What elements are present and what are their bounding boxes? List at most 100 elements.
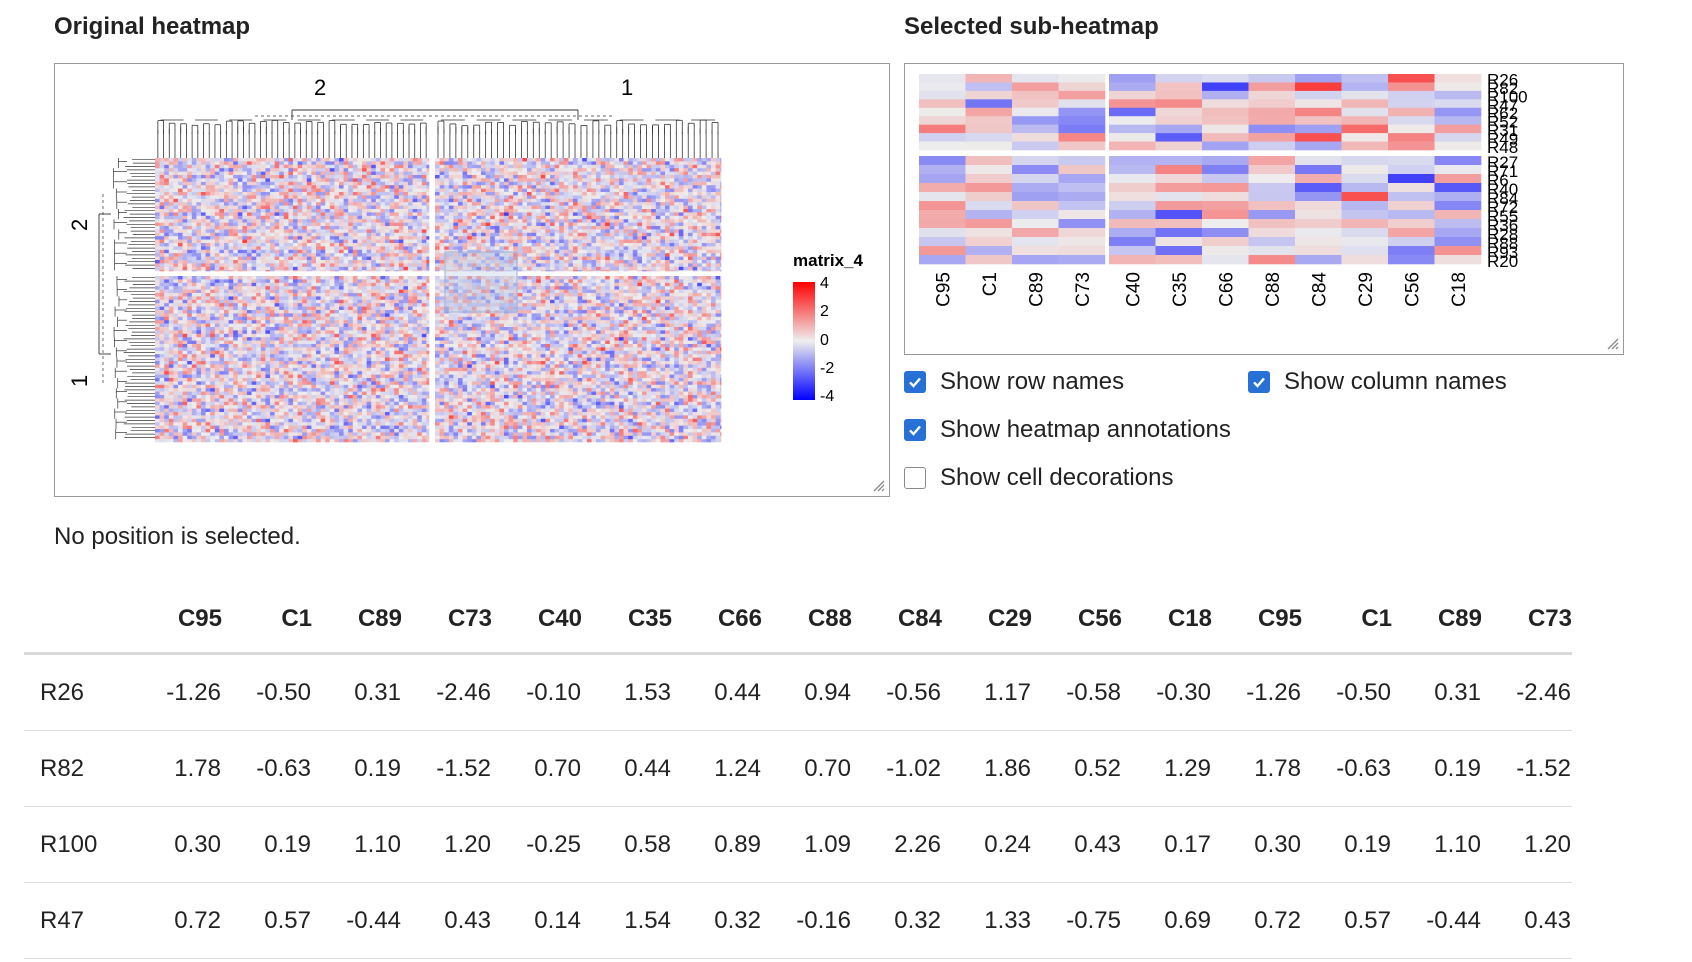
sub-heatmap-cell[interactable] (1295, 74, 1342, 83)
sub-heatmap-cell[interactable] (1109, 165, 1156, 175)
sub-heatmap-cell[interactable] (965, 124, 1013, 134)
sub-heatmap-cell[interactable] (1012, 107, 1059, 117)
sub-heatmap-cell[interactable] (1155, 255, 1203, 265)
sub-heatmap-cell[interactable] (1388, 255, 1435, 265)
sub-heatmap-cell[interactable] (1012, 210, 1059, 220)
sub-heatmap-cell[interactable] (1434, 201, 1482, 211)
sub-heatmap-cell[interactable] (1012, 165, 1059, 175)
sub-heatmap-cell[interactable] (965, 133, 1013, 142)
sub-heatmap-cell[interactable] (1434, 99, 1482, 109)
sub-heatmap-cell[interactable] (1248, 165, 1296, 175)
sub-heatmap-cell[interactable] (1295, 141, 1342, 151)
sub-heatmap-cell[interactable] (1155, 246, 1203, 256)
sub-heatmap-cell[interactable] (1058, 210, 1106, 220)
sub-heatmap-cell[interactable] (1058, 237, 1106, 247)
sub-heatmap-cell[interactable] (1248, 90, 1296, 100)
sub-heatmap-cell[interactable] (1109, 124, 1156, 134)
sub-heatmap-cell[interactable] (965, 174, 1013, 184)
show-cell-decorations-checkbox[interactable] (904, 467, 926, 489)
sub-heatmap-cell[interactable] (919, 201, 966, 211)
sub-heatmap-cell[interactable] (1434, 124, 1482, 134)
sub-heatmap-cell[interactable] (1248, 192, 1296, 202)
show-row-names-option[interactable]: Show row names (904, 368, 1124, 396)
sub-heatmap-cell[interactable] (1434, 183, 1482, 193)
sub-heatmap-cell[interactable] (1109, 174, 1156, 184)
sub-heatmap-cell[interactable] (1434, 74, 1482, 83)
sub-heatmap-cell[interactable] (1012, 82, 1059, 92)
sub-heatmap-cell[interactable] (1295, 201, 1342, 211)
sub-heatmap-cell[interactable] (1155, 201, 1203, 211)
sub-heatmap-cell[interactable] (1295, 165, 1342, 175)
sub-heatmap-cell[interactable] (1248, 237, 1296, 247)
sub-heatmap-cell[interactable] (1388, 82, 1435, 92)
sub-heatmap-cell[interactable] (1295, 219, 1342, 229)
sub-heatmap-cell[interactable] (919, 237, 966, 247)
sub-heatmap-cell[interactable] (1341, 165, 1389, 175)
sub-heatmap-cell[interactable] (919, 124, 966, 134)
sub-heatmap-cell[interactable] (1388, 156, 1435, 166)
sub-heatmap-cell[interactable] (1388, 141, 1435, 151)
sub-heatmap-cell[interactable] (965, 201, 1013, 211)
sub-heatmap-cell[interactable] (1388, 74, 1435, 83)
sub-heatmap-cell[interactable] (1388, 174, 1435, 184)
sub-heatmap-cell[interactable] (1295, 183, 1342, 193)
sub-heatmap-cell[interactable] (1058, 246, 1106, 256)
sub-heatmap-cell[interactable] (965, 219, 1013, 229)
sub-heatmap-cell[interactable] (1295, 156, 1342, 166)
sub-heatmap-cell[interactable] (1155, 99, 1203, 109)
sub-heatmap-cell[interactable] (1295, 90, 1342, 100)
sub-heatmap-cell[interactable] (1155, 192, 1203, 202)
sub-heatmap-cell[interactable] (1058, 141, 1106, 151)
sub-heatmap-cell[interactable] (1155, 183, 1203, 193)
sub-heatmap-cell[interactable] (919, 156, 966, 166)
sub-heatmap-cell[interactable] (1109, 192, 1156, 202)
sub-heatmap-cell[interactable] (1248, 228, 1296, 238)
show-row-names-checkbox[interactable] (904, 371, 926, 393)
sub-heatmap-cell[interactable] (1155, 82, 1203, 92)
sub-heatmap-cell[interactable] (1295, 210, 1342, 220)
sub-heatmap-cell[interactable] (1058, 74, 1106, 83)
sub-heatmap-cell[interactable] (965, 237, 1013, 247)
sub-heatmap-cell[interactable] (1109, 141, 1156, 151)
sub-heatmap-cell[interactable] (1155, 174, 1203, 184)
sub-heatmap-cell[interactable] (1248, 156, 1296, 166)
sub-heatmap-cell[interactable] (1388, 246, 1435, 256)
sub-heatmap-cell[interactable] (919, 90, 966, 100)
sub-heatmap-cell[interactable] (1248, 141, 1296, 151)
sub-heatmap-cell[interactable] (1012, 255, 1059, 265)
show-cell-decorations-option[interactable]: Show cell decorations (904, 464, 1173, 492)
sub-heatmap-cell[interactable] (1012, 237, 1059, 247)
sub-heatmap-cell[interactable] (1202, 107, 1249, 117)
sub-heatmap-cell[interactable] (1295, 133, 1342, 142)
sub-heatmap-cell[interactable] (1341, 156, 1389, 166)
sub-heatmap-cell[interactable] (1202, 255, 1249, 265)
sub-heatmap-cell[interactable] (919, 219, 966, 229)
sub-heatmap-cell[interactable] (1248, 133, 1296, 142)
sub-heatmap-cell[interactable] (1012, 219, 1059, 229)
show-heatmap-annotations-checkbox[interactable] (904, 419, 926, 441)
sub-heatmap-cell[interactable] (919, 165, 966, 175)
sub-heatmap-cell[interactable] (1248, 124, 1296, 134)
sub-heatmap-cell[interactable] (1202, 201, 1249, 211)
sub-heatmap-cell[interactable] (1341, 141, 1389, 151)
sub-heatmap-cell[interactable] (1388, 219, 1435, 229)
sub-heatmap-cell[interactable] (1058, 156, 1106, 166)
sub-heatmap-cell[interactable] (1202, 183, 1249, 193)
show-column-names-checkbox[interactable] (1248, 371, 1270, 393)
sub-heatmap-cell[interactable] (1388, 90, 1435, 100)
sub-heatmap-cell[interactable] (1012, 156, 1059, 166)
sub-heatmap-cell[interactable] (1155, 210, 1203, 220)
sub-heatmap-cell[interactable] (1434, 246, 1482, 256)
sub-heatmap-cell[interactable] (1109, 116, 1156, 125)
sub-heatmap-cell[interactable] (1012, 246, 1059, 256)
sub-heatmap-cell[interactable] (1388, 99, 1435, 109)
sub-heatmap-cell[interactable] (1155, 219, 1203, 229)
sub-heatmap-cell[interactable] (1341, 107, 1389, 117)
sub-heatmap-cell[interactable] (919, 99, 966, 109)
sub-heatmap-cell[interactable] (1388, 116, 1435, 125)
sub-heatmap-cell[interactable] (1295, 116, 1342, 125)
sub-heatmap-cell[interactable] (1248, 219, 1296, 229)
sub-heatmap-cell[interactable] (1202, 90, 1249, 100)
sub-heatmap-cell[interactable] (1248, 82, 1296, 92)
show-heatmap-annotations-option[interactable]: Show heatmap annotations (904, 416, 1231, 444)
